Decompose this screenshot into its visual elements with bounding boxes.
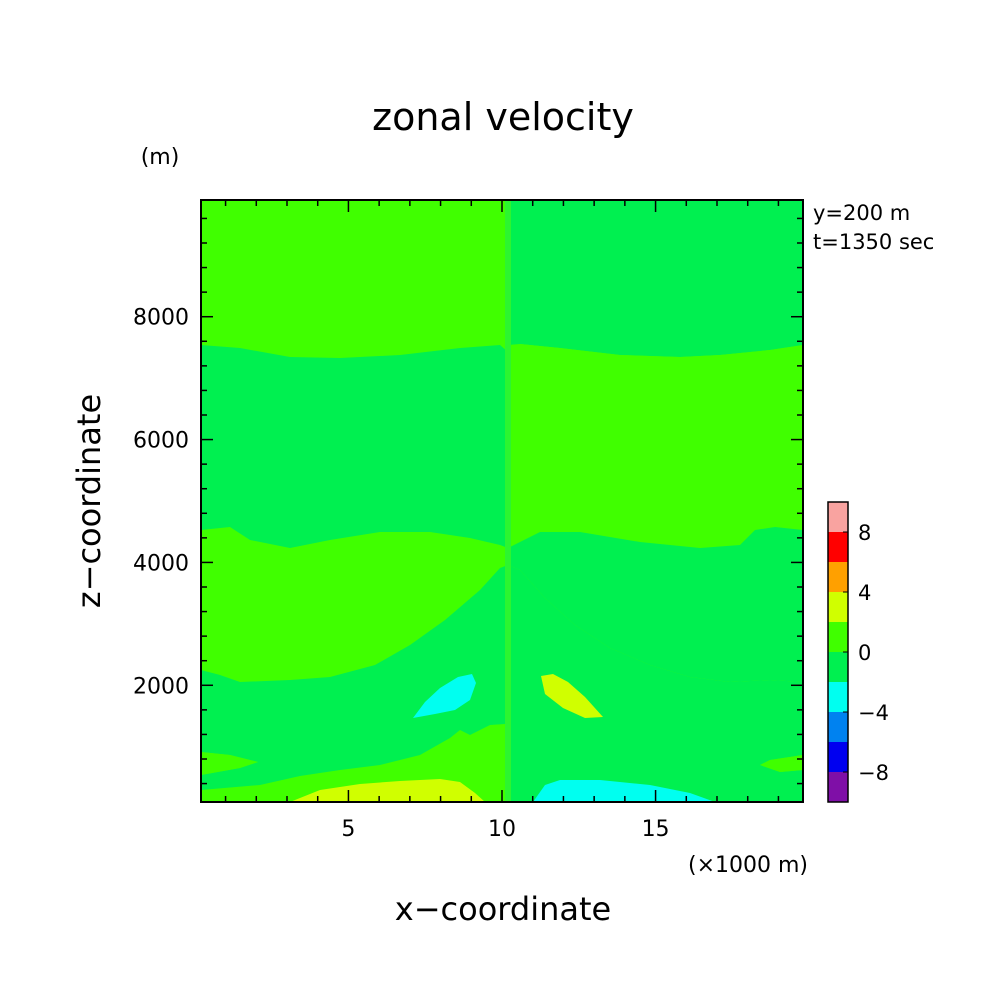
- y-axis: 2000 4000 6000 8000: [133, 217, 803, 785]
- colorbar-swatch: [828, 532, 848, 562]
- region-lower-band: [201, 565, 803, 802]
- annotation-y: y=200 m: [813, 201, 910, 225]
- colorbar-swatch: [828, 742, 848, 772]
- colorbar: 8 4 0 −4 −8: [827, 501, 889, 803]
- center-divide: [505, 200, 511, 802]
- colorbar-tick-label: −4: [858, 701, 889, 725]
- y-tick-label: 8000: [133, 306, 189, 331]
- plot-area: [200, 199, 804, 803]
- region-cyan-cell-left: [413, 674, 476, 718]
- colorbar-tick-label: 4: [858, 581, 871, 605]
- y-unit-label: (m): [141, 145, 180, 170]
- region-low-layer: [201, 752, 258, 775]
- x-axis: 5 10 15: [224, 200, 780, 842]
- region-yellow-cell-right: [541, 674, 603, 718]
- x-tick-label: 5: [341, 817, 355, 842]
- colorbar-tick-label: −8: [858, 761, 889, 785]
- x-tick-label: 15: [642, 817, 670, 842]
- chart-title: zonal velocity: [372, 95, 634, 139]
- region-low-layer-right: [760, 755, 803, 772]
- x-tick-label: 10: [488, 817, 516, 842]
- x-axis-label: x−coordinate: [395, 890, 611, 928]
- x-unit-label: (×1000 m): [688, 853, 808, 878]
- colorbar-swatch: [828, 712, 848, 742]
- annotation-t: t=1350 sec: [813, 230, 934, 254]
- colorbar-swatch: [828, 502, 848, 532]
- y-tick-label: 6000: [133, 429, 189, 454]
- colorbar-swatch: [828, 622, 848, 652]
- colorbar-swatch: [828, 562, 848, 592]
- y-tick-label: 4000: [133, 551, 189, 576]
- colorbar-tick-label: 0: [858, 641, 871, 665]
- region-mid-band-right: [508, 344, 803, 548]
- colorbar-swatch: [828, 652, 848, 682]
- colorbar-swatch: [828, 682, 848, 712]
- y-axis-label: z−coordinate: [70, 394, 108, 608]
- region-upper-right: [508, 200, 803, 357]
- region-mid-band-right-lower: [508, 527, 803, 682]
- region-mid-band-left: [201, 345, 508, 548]
- y-tick-label: 2000: [133, 674, 189, 699]
- colorbar-tick-label: 8: [858, 521, 871, 545]
- colorbar-swatch: [828, 592, 848, 622]
- region-yellow-surface-left: [290, 779, 485, 802]
- colorbar-swatch: [828, 772, 848, 802]
- region-cyan-surface-right: [533, 780, 715, 802]
